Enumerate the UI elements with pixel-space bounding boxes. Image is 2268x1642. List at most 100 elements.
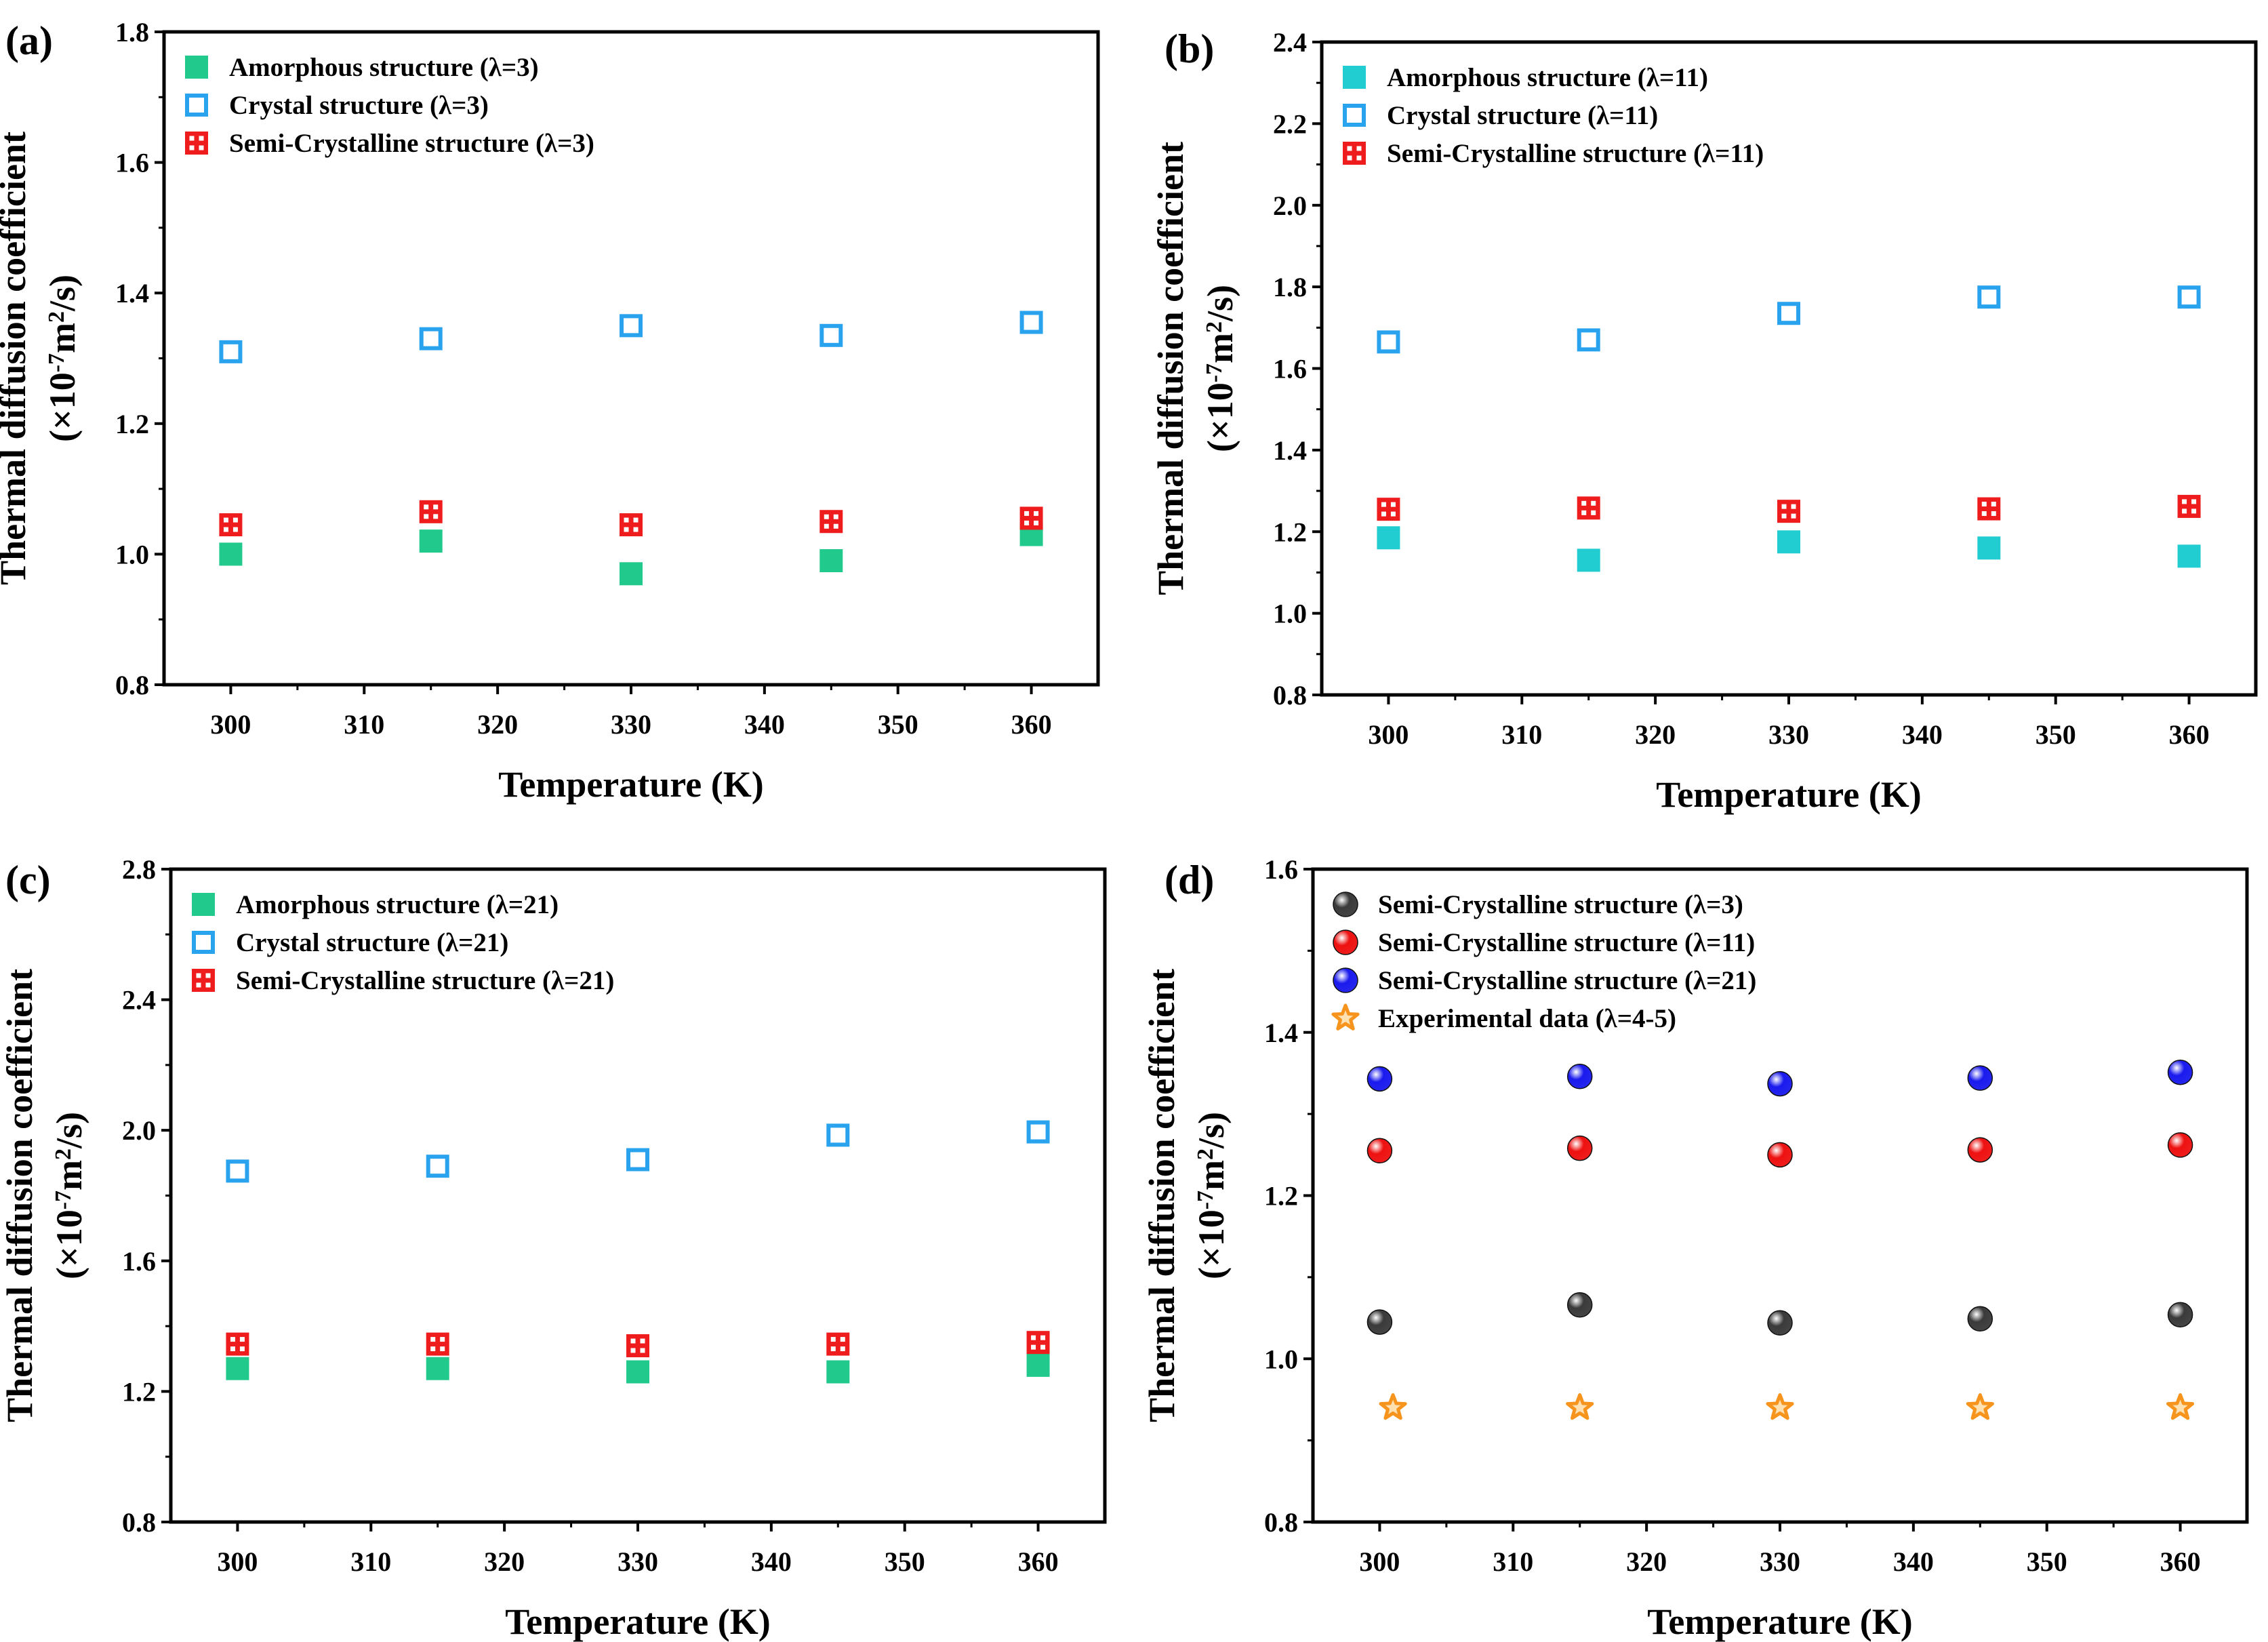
data-point bbox=[1777, 302, 1800, 325]
x-tick-label: 310 bbox=[1493, 1546, 1533, 1577]
data-point bbox=[1366, 1138, 1393, 1164]
data-point bbox=[1767, 1142, 1793, 1168]
y-tick-label: 1.0 bbox=[1273, 599, 1307, 629]
data-point bbox=[2167, 1059, 2193, 1085]
y-axis-units-prefix: (×10 bbox=[1191, 1209, 1232, 1279]
x-tick-label: 350 bbox=[878, 709, 918, 740]
y-tick-label: 1.2 bbox=[122, 1376, 156, 1407]
panel-label: (c) bbox=[5, 858, 51, 902]
y-axis-units-prefix: (×10 bbox=[1200, 382, 1240, 452]
x-axis-title: Temperature (K) bbox=[498, 764, 763, 805]
y-tick-label: 1.6 bbox=[1273, 354, 1307, 384]
legend-label: Experimental data (λ=4-5) bbox=[1378, 1004, 1676, 1033]
data-point bbox=[1577, 496, 1600, 520]
x-tick-label: 320 bbox=[484, 1546, 525, 1577]
series-4 bbox=[1379, 1393, 2195, 1420]
y-axis-units: (×10-7m2/s) bbox=[1191, 1112, 1232, 1279]
y-axis-units-exp2: 2 bbox=[51, 1148, 76, 1160]
legend-item: Amorphous structure (λ=3) bbox=[185, 53, 539, 82]
data-point bbox=[1767, 1070, 1793, 1097]
x-tick-label: 360 bbox=[2160, 1546, 2201, 1577]
legend-label: Semi-Crystalline structure (λ=11) bbox=[1387, 139, 1764, 168]
data-point bbox=[1366, 1309, 1393, 1335]
legend-marker bbox=[192, 931, 215, 954]
data-point bbox=[620, 562, 643, 586]
series-1 bbox=[219, 523, 1043, 586]
y-axis-units-exp2: 2 bbox=[44, 311, 69, 323]
y-axis-units-prefix: (×10 bbox=[49, 1209, 89, 1279]
series-1 bbox=[1377, 526, 2201, 572]
data-point bbox=[2177, 494, 2201, 518]
data-point bbox=[226, 1332, 249, 1356]
y-tick-label: 2.2 bbox=[1273, 108, 1307, 139]
legend-label: Amorphous structure (λ=11) bbox=[1387, 63, 1708, 92]
series-1 bbox=[1366, 1292, 2193, 1336]
legend: Amorphous structure (λ=21) Crystal struct… bbox=[192, 890, 614, 995]
data-point bbox=[1967, 1306, 1993, 1332]
data-point bbox=[1977, 536, 2001, 560]
legend-marker bbox=[1331, 1003, 1360, 1030]
x-tick-label: 310 bbox=[344, 709, 384, 740]
y-axis-units: (×10-7m2/s) bbox=[42, 275, 83, 442]
series-2 bbox=[226, 1120, 1050, 1183]
x-axis-title: Temperature (K) bbox=[1647, 1601, 1912, 1642]
x-tick-label: 320 bbox=[1626, 1546, 1667, 1577]
x-tick-label: 330 bbox=[611, 709, 651, 740]
data-point bbox=[226, 1357, 249, 1380]
y-tick-label: 1.2 bbox=[115, 409, 149, 439]
data-point bbox=[819, 323, 843, 347]
y-tick-label: 2.8 bbox=[122, 854, 156, 885]
series-3 bbox=[1366, 1059, 2193, 1097]
data-point bbox=[1966, 1393, 1994, 1420]
y-axis-units-mid: m bbox=[42, 323, 83, 353]
data-point bbox=[419, 500, 443, 523]
x-tick-label: 330 bbox=[617, 1546, 658, 1577]
y-tick-label: 1.6 bbox=[122, 1246, 156, 1277]
x-tick-label: 320 bbox=[1635, 719, 1676, 750]
legend: Semi-Crystalline structure (λ=3) Semi-Cry… bbox=[1331, 890, 1756, 1033]
data-point bbox=[620, 314, 643, 338]
data-point bbox=[1377, 330, 1400, 354]
data-point bbox=[1777, 500, 1800, 523]
data-point bbox=[226, 1159, 249, 1183]
y-axis-units-exp1: -7 bbox=[44, 353, 69, 372]
y-axis-units: (×10-7m2/s) bbox=[1200, 285, 1240, 452]
legend-item: Amorphous structure (λ=11) bbox=[1343, 63, 1708, 92]
x-tick-label: 310 bbox=[350, 1546, 391, 1577]
x-tick-label: 300 bbox=[210, 709, 251, 740]
data-point bbox=[1379, 1393, 1407, 1420]
data-point bbox=[1019, 311, 1043, 334]
data-point bbox=[819, 510, 843, 534]
data-points bbox=[219, 311, 1043, 586]
data-point bbox=[826, 1360, 850, 1384]
legend-marker bbox=[192, 893, 215, 916]
y-tick-label: 0.8 bbox=[122, 1507, 156, 1538]
y-axis-units-suffix: /s) bbox=[42, 275, 83, 312]
data-point bbox=[1766, 1393, 1794, 1420]
data-point bbox=[2177, 544, 2201, 568]
y-axis-units-exp2: 2 bbox=[1193, 1148, 1218, 1160]
data-point bbox=[2167, 1132, 2193, 1158]
x-tick-label: 360 bbox=[1018, 1546, 1059, 1577]
series-2 bbox=[1377, 285, 2201, 354]
x-tick-label: 300 bbox=[217, 1546, 258, 1577]
legend-marker bbox=[1333, 929, 1358, 955]
y-tick-label: 0.8 bbox=[1264, 1507, 1298, 1538]
legend-label: Amorphous structure (λ=3) bbox=[229, 53, 539, 82]
legend-item: Crystal structure (λ=21) bbox=[192, 928, 508, 957]
panel-c: (c) 300 310 320 330 340 350 360 0.8 1.2 1.6 2.0 2.4 2… bbox=[0, 854, 1107, 1642]
y-tick-label: 1.4 bbox=[115, 278, 149, 308]
series-2 bbox=[1366, 1132, 2193, 1168]
data-point bbox=[2177, 285, 2201, 309]
data-point bbox=[1977, 285, 2001, 309]
x-tick-label: 340 bbox=[751, 1546, 792, 1577]
legend-item: Crystal structure (λ=11) bbox=[1343, 101, 1658, 130]
data-point bbox=[1019, 506, 1043, 530]
x-tick-label: 350 bbox=[2027, 1546, 2067, 1577]
y-axis-units-exp1: -7 bbox=[1193, 1190, 1218, 1209]
data-point bbox=[819, 549, 843, 573]
legend-label: Crystal structure (λ=11) bbox=[1387, 101, 1658, 130]
legend-item: Semi-Crystalline structure (λ=11) bbox=[1343, 139, 1764, 168]
data-point bbox=[1026, 1120, 1050, 1144]
x-tick-label: 360 bbox=[1011, 709, 1052, 740]
